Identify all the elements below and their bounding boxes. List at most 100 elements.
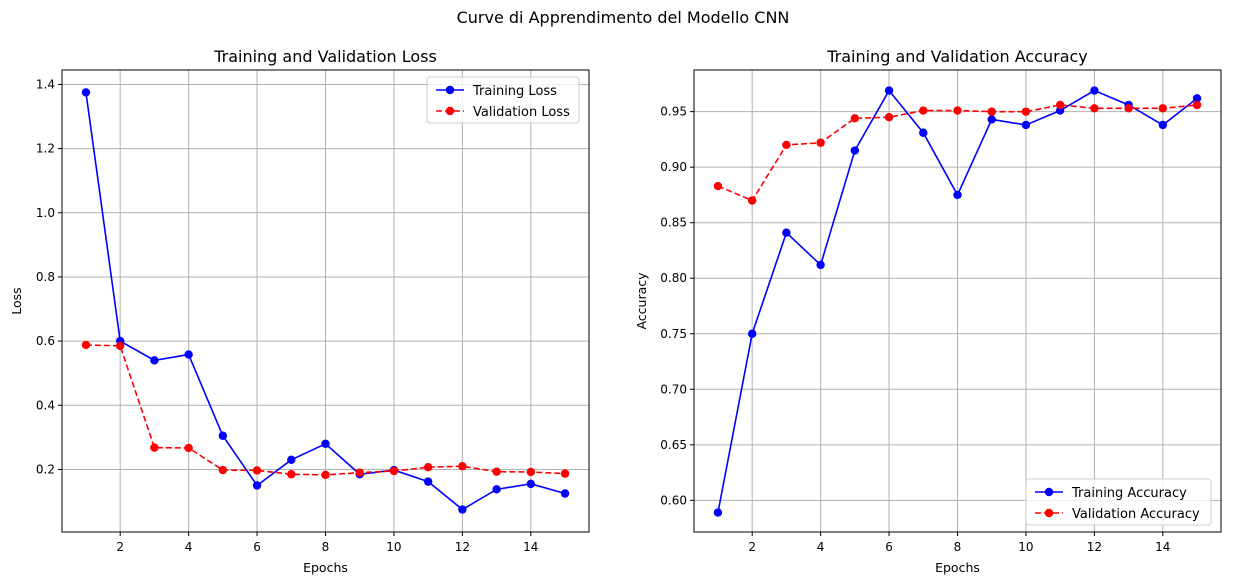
data-point (1090, 86, 1099, 95)
legend-marker (445, 106, 455, 116)
data-point (884, 112, 894, 122)
data-point (252, 466, 262, 475)
data-point (560, 489, 570, 498)
data-point (884, 86, 894, 95)
legend: Training Accuracy Validation Accuracy (1025, 478, 1212, 526)
data-point (782, 140, 791, 150)
x-tick-label: 8 (954, 540, 962, 554)
data-point (747, 196, 757, 205)
data-point (184, 350, 193, 359)
data-point (919, 106, 928, 115)
data-point (321, 439, 330, 448)
x-tick-label: 2 (116, 540, 124, 554)
data-point (782, 228, 791, 237)
y-tick-label: 1.2 (36, 142, 55, 156)
x-tick-label: 14 (523, 540, 538, 554)
y-axis-title: Loss (9, 287, 24, 314)
data-point (816, 138, 825, 147)
series-validation-accuracy (713, 100, 1202, 205)
x-tick-label: 6 (885, 540, 893, 554)
x-tick-label: 14 (1155, 540, 1170, 554)
data-point (816, 260, 825, 270)
legend-label: Validation Accuracy (1072, 507, 1200, 522)
data-point (1021, 120, 1031, 130)
y-tick-label: 1.0 (36, 206, 55, 220)
y-tick-label: 1.4 (36, 77, 55, 91)
data-point (458, 505, 467, 514)
data-point (492, 467, 501, 476)
x-tick-label: 12 (455, 540, 470, 554)
x-tick-label: 4 (817, 540, 825, 554)
data-point (850, 146, 860, 155)
data-point (389, 466, 399, 476)
data-point (115, 341, 125, 351)
data-point (1158, 120, 1168, 130)
x-tick-label: 10 (386, 540, 401, 554)
chart-panel-loss: 2 4 6 8 10 12 14 0.2 0.4 0.6 0.8 1.0 1.2 1.4 Epochs Los… (9, 47, 590, 575)
data-point (150, 443, 159, 452)
y-tick-label: 0.60 (660, 493, 687, 507)
data-point (953, 190, 962, 200)
series-validation-loss (81, 340, 570, 480)
y-tick-label: 0.2 (36, 462, 55, 476)
data-point (252, 481, 262, 490)
data-point (423, 477, 433, 486)
data-point (321, 470, 330, 480)
data-point (713, 181, 723, 191)
data-point (919, 128, 928, 137)
data-point (81, 88, 91, 97)
y-tick-label: 0.95 (660, 105, 687, 119)
y-tick-label: 0.80 (660, 271, 687, 285)
data-point (1124, 104, 1133, 113)
legend-label: Training Loss (472, 84, 557, 99)
data-point (218, 431, 228, 440)
data-point (184, 443, 193, 453)
x-tick-label: 4 (185, 540, 193, 554)
legend-frame (1025, 478, 1212, 526)
data-point (953, 106, 962, 115)
data-point (1090, 104, 1099, 113)
legend-frame (426, 76, 580, 124)
data-point (1055, 100, 1065, 110)
legend-marker (1044, 487, 1054, 497)
legend-marker (445, 85, 455, 95)
chart-panel-accuracy: 2 4 6 8 10 12 14 0.60 0.65 0.70 0.75 0.80 0.85 0.90 0.… (634, 47, 1222, 575)
y-tick-label: 0.4 (36, 398, 55, 412)
y-tick-label: 0.85 (660, 216, 687, 230)
y-tick-label: 0.70 (660, 382, 687, 396)
data-point (150, 356, 159, 365)
data-point (747, 329, 757, 338)
y-tick-label: 0.65 (660, 438, 687, 452)
chart-title: Training and Validation Loss (213, 47, 437, 66)
data-point (287, 470, 296, 479)
x-axis-title: Epochs (935, 560, 980, 575)
data-point (526, 479, 536, 489)
x-axis-title: Epochs (303, 560, 348, 575)
x-tick-label: 10 (1018, 540, 1033, 554)
data-point (218, 465, 228, 475)
data-point (850, 114, 860, 123)
y-tick-label: 0.75 (660, 327, 687, 341)
grid-lines (62, 70, 589, 532)
data-point (355, 468, 364, 477)
data-point (713, 508, 723, 517)
y-axis-title: Accuracy (634, 272, 649, 330)
legend: Training Loss Validation Loss (426, 76, 580, 124)
data-point (458, 462, 467, 471)
data-point (423, 462, 433, 472)
data-point (81, 340, 91, 350)
y-tick-label: 0.6 (36, 334, 55, 348)
data-point (987, 115, 996, 124)
grid-lines (694, 70, 1221, 532)
legend-label: Validation Loss (473, 105, 570, 120)
data-point (987, 107, 996, 116)
data-point (526, 467, 536, 477)
legend-marker (1044, 508, 1054, 518)
y-tick-label: 0.90 (660, 160, 687, 174)
figure-suptitle: Curve di Apprendimento del Modello CNN (457, 8, 790, 27)
x-tick-label: 6 (253, 540, 261, 554)
data-point (492, 485, 501, 494)
x-tick-label: 12 (1087, 540, 1102, 554)
x-tick-label: 2 (748, 540, 756, 554)
